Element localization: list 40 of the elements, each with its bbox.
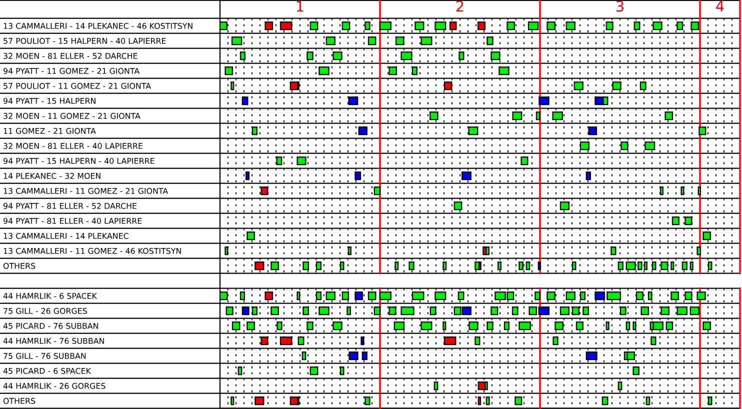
bar xyxy=(512,306,518,316)
bar xyxy=(672,216,680,226)
bar xyxy=(254,396,264,406)
bar xyxy=(552,336,558,346)
bar xyxy=(696,246,702,256)
bar xyxy=(302,306,310,316)
x-tick-label: 3 xyxy=(616,0,624,12)
bar xyxy=(536,111,540,120)
bar xyxy=(560,306,570,316)
bar xyxy=(242,96,248,106)
bar xyxy=(538,261,542,270)
bar xyxy=(520,156,528,166)
x-tick-label: 2 xyxy=(456,0,464,12)
bar xyxy=(368,36,376,46)
bar xyxy=(486,36,494,46)
bar xyxy=(610,246,616,256)
bar xyxy=(534,291,540,300)
bar xyxy=(582,306,590,316)
bar xyxy=(538,96,550,106)
bar xyxy=(224,66,234,76)
bar xyxy=(318,306,330,316)
bar xyxy=(358,126,368,136)
bar xyxy=(242,306,250,316)
bar xyxy=(498,66,510,76)
bar xyxy=(486,246,490,256)
bar xyxy=(698,186,702,196)
bar xyxy=(270,306,279,316)
bar xyxy=(298,336,304,346)
bar xyxy=(226,306,234,316)
bar xyxy=(474,336,480,346)
bar xyxy=(640,306,650,316)
bar xyxy=(632,366,640,376)
bar xyxy=(602,396,608,406)
x-tick-label: 1 xyxy=(296,0,304,12)
bar xyxy=(318,66,330,76)
bar xyxy=(346,306,351,316)
bar xyxy=(400,306,414,316)
bar xyxy=(690,306,700,316)
bar xyxy=(650,336,656,346)
ref-line-label: 4 xyxy=(716,0,724,12)
